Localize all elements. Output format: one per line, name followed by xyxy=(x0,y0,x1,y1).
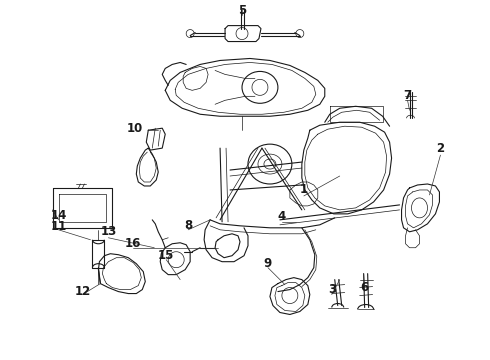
Text: 4: 4 xyxy=(278,210,286,223)
Text: 16: 16 xyxy=(125,237,142,250)
Text: 2: 2 xyxy=(437,141,444,155)
Text: 1: 1 xyxy=(300,184,308,197)
Text: 13: 13 xyxy=(100,225,117,238)
Text: 11: 11 xyxy=(50,220,67,233)
Text: 7: 7 xyxy=(403,89,412,102)
Text: 10: 10 xyxy=(126,122,143,135)
Text: 3: 3 xyxy=(328,283,336,296)
Text: 9: 9 xyxy=(264,257,272,270)
Text: 8: 8 xyxy=(184,219,192,232)
Text: 6: 6 xyxy=(361,281,369,294)
Text: 15: 15 xyxy=(158,249,174,262)
Text: 14: 14 xyxy=(50,210,67,222)
Text: 12: 12 xyxy=(74,285,91,298)
Text: 5: 5 xyxy=(238,4,246,17)
